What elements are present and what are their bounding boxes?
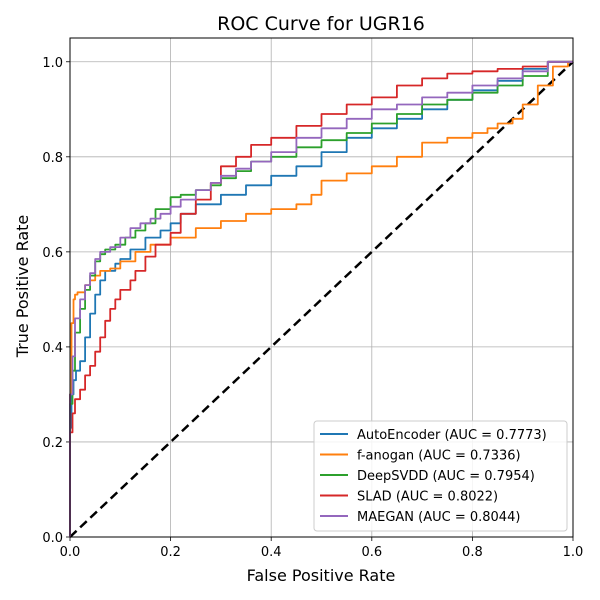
legend-box [313,420,568,532]
axis-ticks: 0.0 0.2 0.4 0.6 0.8 1.0 0.0 0.2 0.4 0.6 0.8 1.0 [42,56,583,560]
y-axis-label: True Positive Rate [13,215,32,359]
legend-label: f-anogan (AUC = 0.7336) [357,449,521,464]
chart-title: ROC Curve for UGR16 [217,13,425,35]
series-line-4 [69,60,573,537]
diagonal-reference [69,60,574,538]
y-tick-label: 0.0 [42,531,63,546]
plot-frame [69,37,574,538]
y-tick-label: 0.2 [42,436,63,451]
series-group [69,60,573,537]
legend: AutoEncoder (AUC = 0.7773) f-anogan (AUC … [313,420,568,532]
x-axis-label: False Positive Rate [247,566,396,585]
diagonal-line [69,60,574,538]
legend-label: MAEGAN (AUC = 0.8044) [357,510,520,525]
x-tick-label: 0.2 [160,545,181,560]
legend-label: AutoEncoder (AUC = 0.7773) [357,428,547,443]
y-tick-label: 0.6 [42,246,63,261]
y-tick-label: 1.0 [42,56,63,71]
series-line-1 [69,60,573,537]
x-tick-label: 0.8 [462,545,483,560]
legend-label: SLAD (AUC = 0.8022) [357,490,498,505]
y-tick-label: 0.8 [42,151,63,166]
series-line-5 [69,60,573,537]
x-tick-label: 1.0 [563,545,584,560]
x-tick-label: 0.0 [60,545,81,560]
legend-label: DeepSVDD (AUC = 0.7954) [357,469,535,484]
x-tick-label: 0.6 [361,545,382,560]
y-tick-label: 0.4 [42,341,63,356]
x-tick-label: 0.4 [261,545,282,560]
